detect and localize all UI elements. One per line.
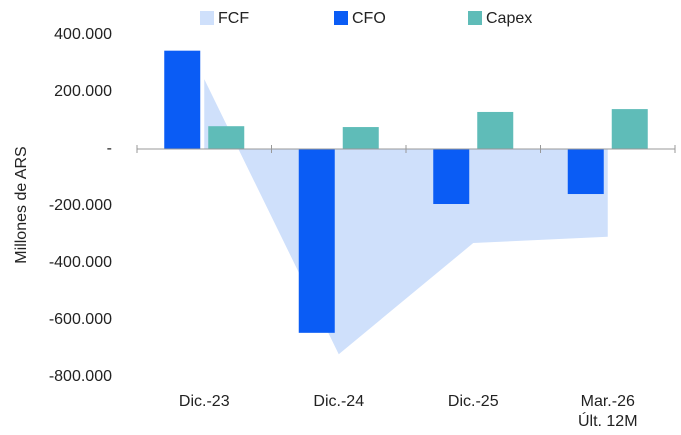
legend-swatch (200, 11, 214, 25)
y-tick-label: -400.000 (49, 254, 112, 271)
y-tick-label: 200.000 (54, 83, 112, 100)
y-tick-label: -600.000 (49, 311, 112, 328)
x-tick-label: Dic.-24 (313, 393, 365, 410)
bar (164, 50, 201, 149)
legend-label: FCF (218, 10, 249, 27)
legend-swatch (468, 11, 482, 25)
legend-swatch (334, 11, 348, 25)
bar (342, 127, 379, 149)
y-tick-label: 400.000 (54, 26, 112, 43)
x-tick-label: Dic.-25 (447, 393, 499, 410)
x-tick-label: Mar.-26 Últ. 12M (577, 393, 638, 430)
area (204, 79, 608, 355)
bar (477, 111, 514, 149)
x-tick-label: Dic.-23 (178, 393, 230, 410)
y-tick-label: -200.000 (49, 197, 112, 214)
bar (433, 149, 470, 205)
bar (611, 109, 648, 149)
bar (298, 149, 335, 333)
y-axis-label: Millones de ARS (13, 146, 30, 263)
y-tick-label: -800.000 (49, 368, 112, 385)
legend-label: Capex (486, 10, 532, 27)
legend-label: CFO (352, 10, 386, 27)
y-tick-label: - (107, 140, 112, 157)
bar (567, 149, 604, 195)
bar (208, 126, 245, 149)
